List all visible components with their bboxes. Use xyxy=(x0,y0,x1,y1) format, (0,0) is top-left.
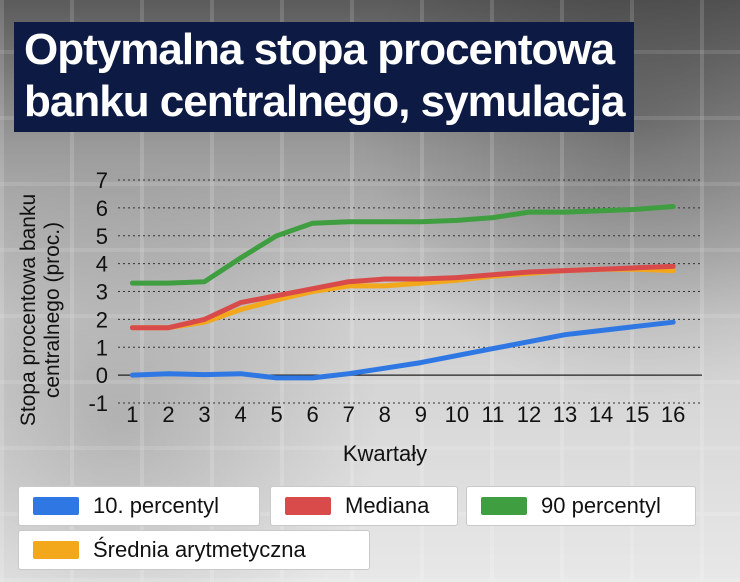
x-axis-ticks: 1 2 3 4 5 6 7 8 9 10 11 12 13 14 15 16 xyxy=(126,402,685,427)
y-tick-label: 6 xyxy=(96,196,108,221)
legend-label-p90: 90 percentyl xyxy=(541,493,661,518)
series-lines xyxy=(129,204,676,381)
title-line-1: Optymalna stopa procentowa xyxy=(24,25,615,74)
y-tick-label: -1 xyxy=(88,391,108,416)
series-line-p10 xyxy=(129,319,676,381)
y-axis-label-line-1: Stopa procentowa banku xyxy=(17,194,40,426)
grid xyxy=(118,179,702,404)
title-line-2: banku centralnego, symulacja xyxy=(24,77,625,126)
x-tick-label: 10 xyxy=(445,402,469,427)
y-tick-label: 1 xyxy=(96,335,108,360)
series-line-p90 xyxy=(129,204,676,286)
x-tick-label: 9 xyxy=(415,402,427,427)
x-tick-label: 8 xyxy=(379,402,391,427)
legend-swatch-p10 xyxy=(33,497,79,515)
x-tick-label: 13 xyxy=(553,402,577,427)
x-tick-label: 12 xyxy=(517,402,541,427)
x-tick-label: 2 xyxy=(162,402,174,427)
x-tick-label: 11 xyxy=(481,402,504,427)
x-tick-label: 1 xyxy=(126,402,138,427)
x-axis-label: Kwartały xyxy=(343,441,427,466)
legend-item-p90: 90 percentyl xyxy=(466,486,696,526)
x-tick-label: 6 xyxy=(307,402,319,427)
legend-label-mean: Średnia arytmetyczna xyxy=(93,537,306,562)
y-tick-label: 0 xyxy=(96,363,108,388)
x-tick-label: 5 xyxy=(270,402,282,427)
y-axis-label-line-2: centralnego (proc.) xyxy=(41,222,64,398)
y-tick-label: 4 xyxy=(96,252,108,277)
legend-swatch-p90 xyxy=(481,497,527,515)
legend-swatch-mean xyxy=(33,541,79,559)
x-tick-label: 3 xyxy=(198,402,210,427)
legend-item-mean: Średnia arytmetyczna xyxy=(18,530,370,570)
series-line-median xyxy=(129,263,676,331)
y-tick-label: 3 xyxy=(96,280,108,305)
y-tick-label: 2 xyxy=(96,307,108,332)
y-axis-label: Stopa procentowa banku centralnego (proc… xyxy=(17,194,64,426)
x-tick-label: 4 xyxy=(234,402,246,427)
legend-swatch-median xyxy=(285,497,331,515)
y-tick-label: 7 xyxy=(96,168,108,193)
legend-item-p10: 10. percentyl xyxy=(18,486,260,526)
legend-label-p10: 10. percentyl xyxy=(93,493,219,518)
legend-label-median: Mediana xyxy=(345,493,430,518)
x-tick-label: 14 xyxy=(589,402,613,427)
chart-title: Optymalna stopa procentowa banku central… xyxy=(14,22,635,132)
y-tick-label: 5 xyxy=(96,224,108,249)
x-tick-label: 15 xyxy=(625,402,649,427)
x-tick-label: 16 xyxy=(661,402,685,427)
x-tick-label: 7 xyxy=(343,402,355,427)
legend-item-median: Mediana xyxy=(270,486,458,526)
